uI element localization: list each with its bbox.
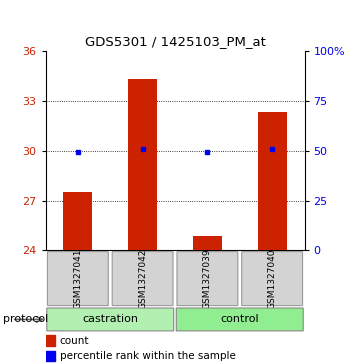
Bar	[46, 351, 55, 362]
FancyBboxPatch shape	[47, 308, 174, 331]
Text: GSM1327041: GSM1327041	[74, 248, 82, 309]
Title: GDS5301 / 1425103_PM_at: GDS5301 / 1425103_PM_at	[85, 35, 265, 48]
Bar	[258, 113, 287, 250]
FancyBboxPatch shape	[177, 252, 238, 306]
Bar	[128, 79, 157, 250]
Bar	[193, 236, 222, 250]
FancyBboxPatch shape	[112, 252, 173, 306]
Bar	[63, 192, 92, 250]
FancyBboxPatch shape	[176, 308, 303, 331]
Text: control: control	[220, 314, 259, 325]
Text: GSM1327042: GSM1327042	[138, 248, 147, 309]
Bar	[46, 335, 55, 346]
FancyBboxPatch shape	[242, 252, 302, 306]
Text: GSM1327039: GSM1327039	[203, 248, 212, 309]
Text: protocol: protocol	[4, 314, 49, 325]
Text: GSM1327040: GSM1327040	[268, 248, 276, 309]
Text: count: count	[60, 336, 89, 346]
Text: percentile rank within the sample: percentile rank within the sample	[60, 351, 236, 361]
FancyBboxPatch shape	[48, 252, 108, 306]
Text: castration: castration	[82, 314, 138, 325]
